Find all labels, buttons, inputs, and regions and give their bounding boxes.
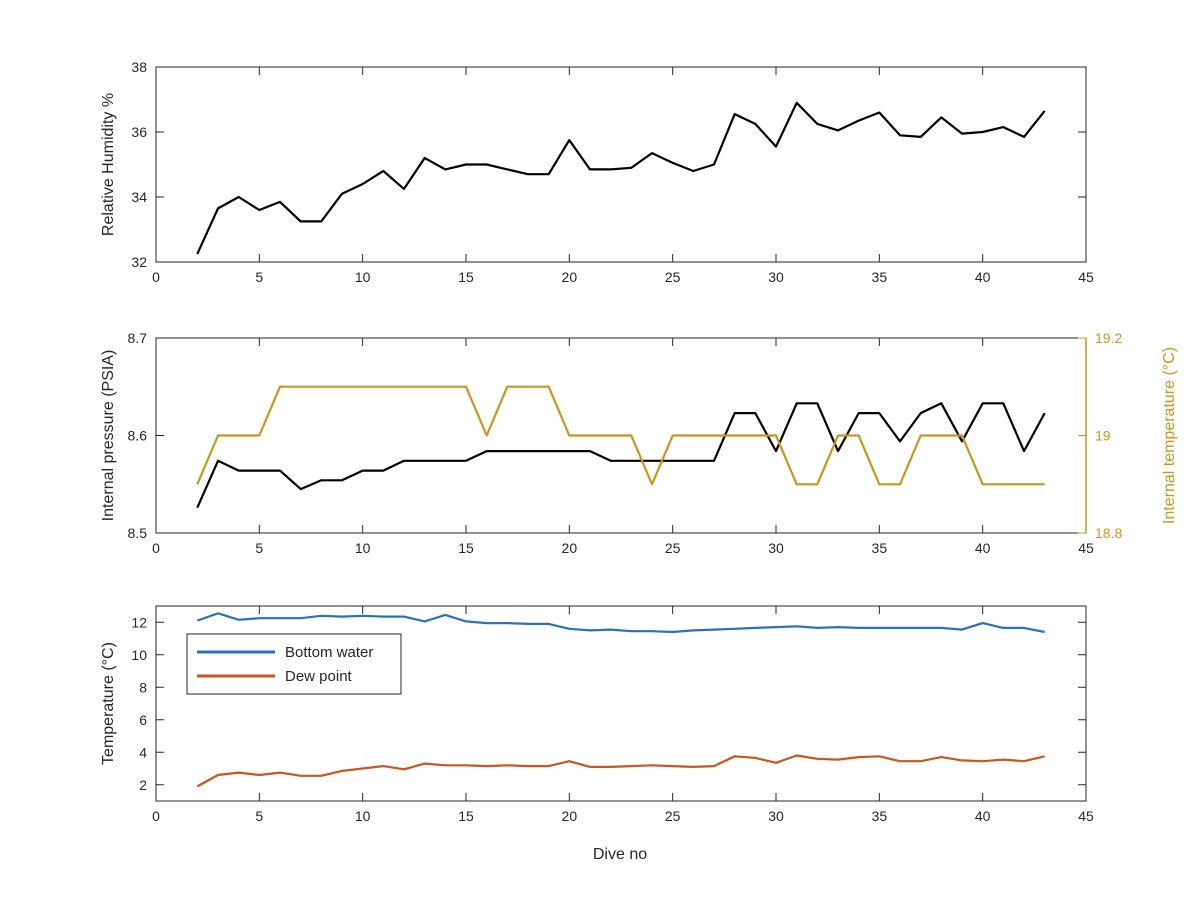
- x-tick-label: 10: [355, 808, 371, 824]
- y-tick-label: 8.7: [128, 330, 148, 346]
- series-line-2: [196, 385, 1045, 486]
- legend-label: Dew point: [285, 668, 353, 685]
- legend-box: [186, 633, 402, 695]
- y-tick-label: 8.5: [128, 525, 148, 541]
- humidity-panel: 0 5 10 15 20 25 30 35 40 45 32 34 36 38 Relative Humid…: [100, 59, 1094, 285]
- x-tick-label: 20: [562, 540, 578, 556]
- x-tick-label: 5: [255, 540, 263, 556]
- y-tick-label: 6: [139, 712, 147, 728]
- x-tick-label: 15: [458, 808, 474, 824]
- temperature-panel: 0 5 10 15 20 25 30 35 40 45 2 4 6 8 10 12 Temperature (°…: [100, 605, 1094, 824]
- y-axis-label: Internal pressure (PSIA): [100, 350, 117, 522]
- x-tick-label: 15: [458, 540, 474, 556]
- x-tick-label: 40: [975, 540, 991, 556]
- y2-tick-label: 19.2: [1095, 330, 1122, 346]
- x-tick-label: 40: [975, 269, 991, 285]
- x-tick-label: 0: [152, 808, 160, 824]
- plot-frame: [155, 66, 1087, 263]
- y2-tick-label: 19: [1095, 428, 1111, 444]
- y-tick-label: 2: [139, 777, 147, 793]
- y-tick-label: 34: [131, 189, 147, 205]
- x-tick-label: 35: [872, 808, 888, 824]
- series-line-bottom-water: [196, 612, 1045, 634]
- x-tick-label: 25: [665, 269, 681, 285]
- x-tick-label: 45: [1078, 540, 1094, 556]
- x-tick-label: 35: [872, 540, 888, 556]
- y2-axis-label: Internal temperature (°C): [1161, 347, 1178, 524]
- x-tick-label: 40: [975, 808, 991, 824]
- x-tick-label: 35: [872, 269, 888, 285]
- x-tick-label: 5: [255, 269, 263, 285]
- x-tick-label: 25: [665, 540, 681, 556]
- x-tick-label: 25: [665, 808, 681, 824]
- series-line-dew-point: [196, 754, 1045, 788]
- x-tick-label: 45: [1078, 269, 1094, 285]
- x-axis-label: Dive no: [593, 846, 647, 863]
- y2-tick-label: 18.8: [1095, 525, 1122, 541]
- x-tick-label: 30: [768, 808, 784, 824]
- x-tick-label: 30: [768, 540, 784, 556]
- x-tick-label: 5: [255, 808, 263, 824]
- y-tick-label: 12: [131, 614, 147, 630]
- series-line-1: [196, 101, 1046, 255]
- legend-label: Bottom water: [285, 644, 373, 661]
- x-tick-label: 20: [562, 269, 578, 285]
- y-tick-label: 32: [131, 254, 147, 270]
- series-line-1: [196, 402, 1046, 509]
- y-axis-label: Relative Humidity %: [100, 93, 117, 236]
- x-tick-label: 0: [152, 269, 160, 285]
- y-tick-label: 8: [139, 679, 147, 695]
- x-tick-label: 0: [152, 540, 160, 556]
- x-tick-label: 45: [1078, 808, 1094, 824]
- y-tick-label: 38: [131, 59, 147, 75]
- y-tick-label: 10: [131, 647, 147, 663]
- y-tick-label: 4: [139, 744, 147, 760]
- x-tick-label: 15: [458, 269, 474, 285]
- x-tick-label: 20: [562, 808, 578, 824]
- y-tick-label: 8.6: [128, 428, 148, 444]
- x-tick-label: 10: [355, 269, 371, 285]
- y-axis-label: Temperature (°C): [100, 642, 117, 765]
- y-tick-label: 36: [131, 124, 147, 140]
- x-tick-label: 30: [768, 269, 784, 285]
- x-tick-label: 10: [355, 540, 371, 556]
- pressure-temperature-panel: 0 5 10 15 20 25 30 35 40 45 8.5 8.6 8.7 Internal pres…: [100, 330, 1178, 556]
- plot-frame: [155, 605, 1087, 802]
